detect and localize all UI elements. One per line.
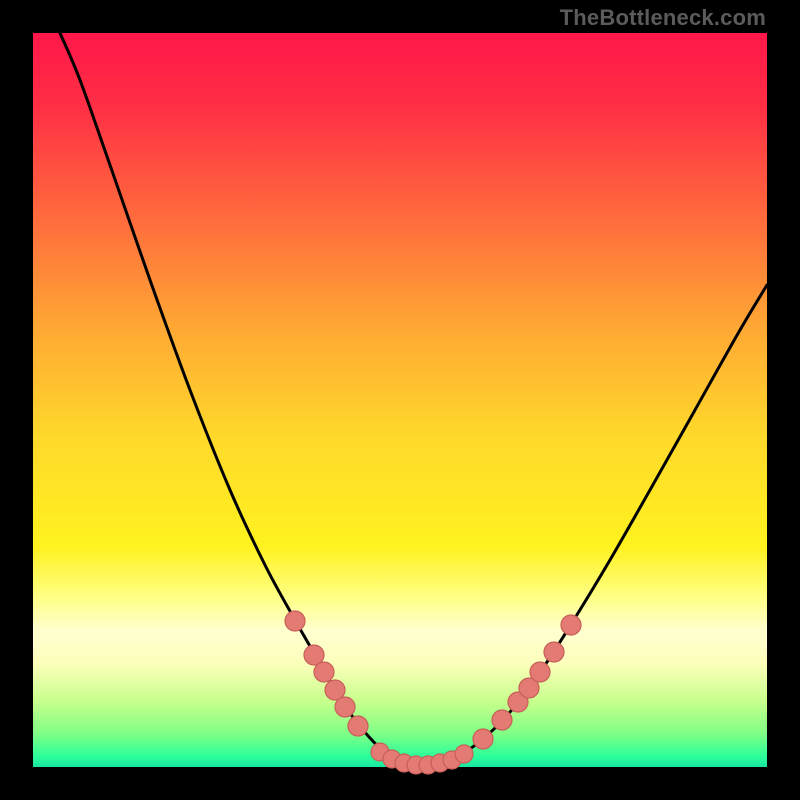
curve-marker: [473, 729, 493, 749]
watermark-text: TheBottleneck.com: [560, 5, 766, 31]
curve-marker: [314, 662, 334, 682]
curve-marker: [285, 611, 305, 631]
curve-marker: [530, 662, 550, 682]
curve-marker: [561, 615, 581, 635]
curve-marker: [492, 710, 512, 730]
curve-marker: [544, 642, 564, 662]
plot-background: [33, 33, 767, 767]
curve-marker: [335, 697, 355, 717]
chart-frame: [0, 0, 800, 800]
curve-marker: [455, 745, 473, 763]
chart-canvas: [0, 0, 800, 800]
curve-marker: [348, 716, 368, 736]
